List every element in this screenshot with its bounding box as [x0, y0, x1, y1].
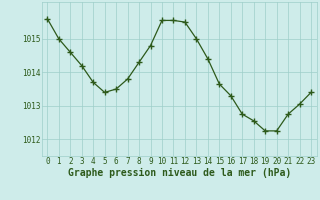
- X-axis label: Graphe pression niveau de la mer (hPa): Graphe pression niveau de la mer (hPa): [68, 168, 291, 178]
